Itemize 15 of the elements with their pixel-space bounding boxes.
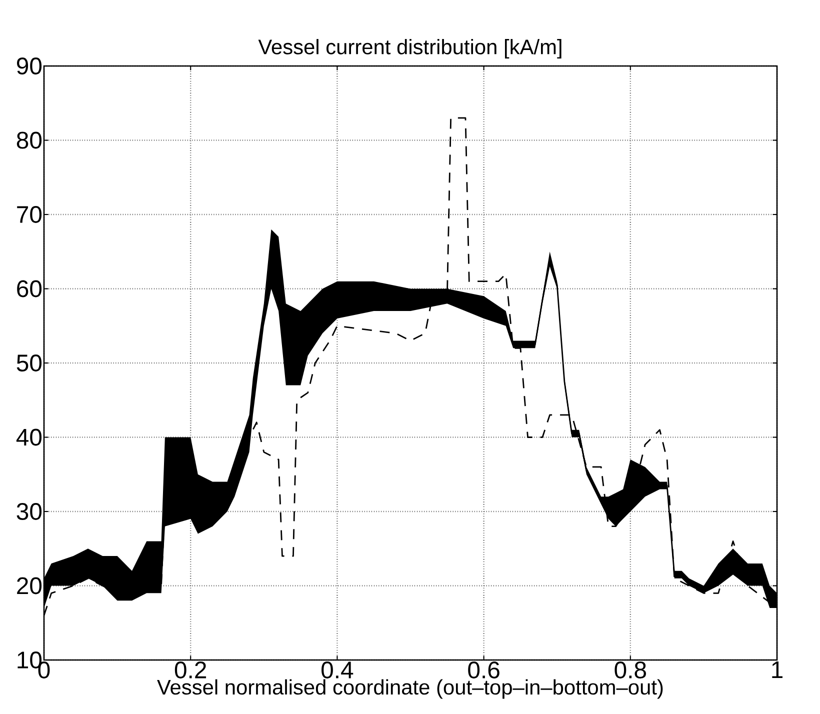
y-tick-label: 80 [16,132,42,149]
y-tick-label: 40 [16,428,42,446]
x-tick-label: 0.8 [614,662,646,678]
x-tick-label: 1 [772,662,782,678]
y-tick-label: 60 [17,280,42,298]
x-tick-label: 0.4 [322,662,354,678]
y-tick-label: 50 [16,354,42,372]
x-tick-label: 0.6 [468,662,500,678]
chart-title: Vessel current distribution [kA/m] [258,39,562,59]
y-tick-label: 70 [17,206,42,223]
x-axis-title: Vessel normalised coordinate (out–top–in–bottom–out) [157,679,663,699]
y-tick-label: 30 [16,503,42,520]
y-tick-label: 90 [17,58,42,74]
x-tick-label: 0.2 [174,662,206,678]
y-tick-label: 20 [17,577,42,594]
